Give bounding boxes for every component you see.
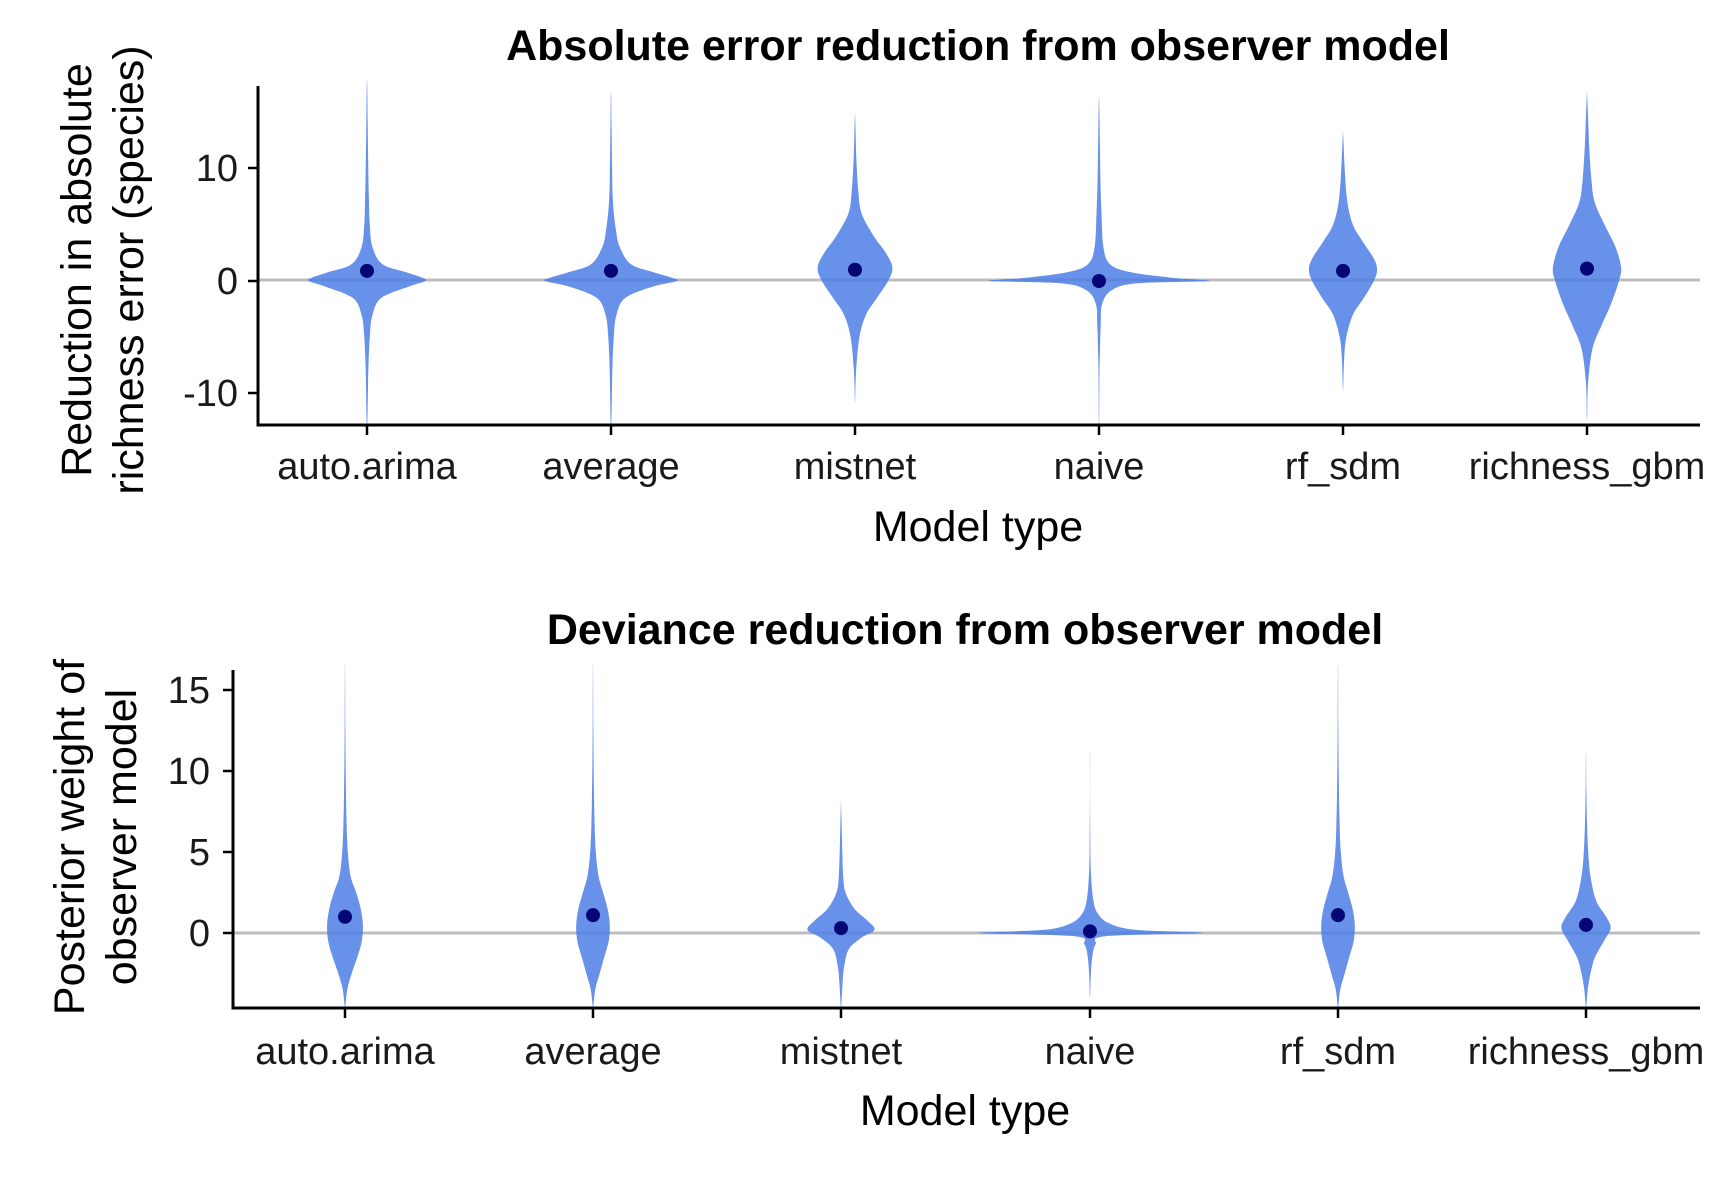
panel1-ytick-label: 10 bbox=[196, 148, 238, 190]
panel1-xtick-label: average bbox=[542, 446, 679, 488]
panel1-xtick-label: rf_sdm bbox=[1285, 446, 1401, 488]
panel1-xtick-label: richness_gbm bbox=[1469, 446, 1706, 488]
panel2-violin-naive bbox=[977, 748, 1203, 1001]
panel2-title: Deviance reduction from observer model bbox=[547, 606, 1383, 654]
panel2-xlabel: Model type bbox=[860, 1087, 1070, 1135]
panel1-mean-point-rf_sdm bbox=[1336, 263, 1350, 278]
panel-deviance: Deviance reduction from observer model P… bbox=[46, 606, 1704, 1135]
panel2-violin-average bbox=[576, 662, 610, 1010]
panel2-violin-auto.arima bbox=[327, 662, 363, 1010]
panel2-violin-richness_gbm bbox=[1561, 750, 1611, 1010]
panel1-violin-rf_sdm bbox=[1308, 130, 1378, 392]
panel2-mean-point-mistnet bbox=[834, 921, 848, 936]
panel1-xtick-label: naive bbox=[1054, 446, 1145, 488]
panel1-mean-point-auto.arima bbox=[360, 263, 374, 278]
panel2-ytick-label: 15 bbox=[168, 670, 210, 712]
panel2-xtick-label: rf_sdm bbox=[1280, 1031, 1396, 1073]
panel2-mean-point-naive bbox=[1083, 924, 1097, 939]
panel1-violin-auto.arima bbox=[307, 79, 427, 428]
panel1-ylabel-line2: richness error (species) bbox=[105, 45, 153, 494]
panel1-title: Absolute error reduction from observer m… bbox=[506, 22, 1450, 70]
panel1-violin-mistnet bbox=[817, 112, 893, 403]
panel2-xtick-label: average bbox=[524, 1031, 661, 1073]
panel2-xtick-label: naive bbox=[1045, 1031, 1136, 1073]
panel2-mean-point-rf_sdm bbox=[1331, 908, 1345, 923]
panel1-mean-point-naive bbox=[1092, 274, 1106, 288]
panel2-mean-point-auto.arima bbox=[338, 909, 352, 924]
panel2-xtick-label: mistnet bbox=[780, 1031, 903, 1073]
panel2-xtick-label: richness_gbm bbox=[1468, 1031, 1705, 1073]
panel2-ylabel-line2: observer model bbox=[98, 689, 146, 985]
panel2-violin-mistnet bbox=[807, 800, 875, 1011]
panel1-mean-point-average bbox=[604, 263, 618, 278]
panel2-mean-point-richness_gbm bbox=[1579, 917, 1593, 932]
panel1-ytick-label: 0 bbox=[217, 261, 238, 303]
panel2-ytick-label: 10 bbox=[168, 751, 210, 793]
panel1-xtick-label: auto.arima bbox=[277, 446, 457, 488]
panel2-violins bbox=[327, 662, 1611, 1011]
panel2-y-ticks: 15 10 5 0 bbox=[168, 670, 233, 955]
panel2-ytick-label: 5 bbox=[189, 832, 210, 874]
panel1-mean-point-richness_gbm bbox=[1580, 261, 1594, 276]
panel2-ytick-label: 0 bbox=[189, 913, 210, 955]
panel1-xlabel: Model type bbox=[873, 503, 1083, 551]
panel1-violin-naive bbox=[988, 95, 1210, 428]
panel1-x-ticks: auto.arima average mistnet naive rf_sdm … bbox=[277, 425, 1705, 488]
panel1-ylabel-line1: Reduction in absolute bbox=[53, 63, 101, 477]
panel2-xtick-label: auto.arima bbox=[255, 1031, 435, 1073]
panel1-violins bbox=[307, 79, 1622, 428]
panel1-xtick-label: mistnet bbox=[794, 446, 917, 488]
panel-absolute-error: Absolute error reduction from observer m… bbox=[53, 22, 1705, 551]
panel1-violin-richness_gbm bbox=[1552, 89, 1622, 421]
panel1-mean-point-mistnet bbox=[848, 262, 862, 277]
panel1-ytick-label: -10 bbox=[183, 373, 238, 415]
panel2-ylabel-line1: Posterior weight of bbox=[46, 658, 94, 1015]
panel1-violin-average bbox=[543, 91, 679, 428]
panel1-y-ticks: 10 0 -10 bbox=[183, 148, 258, 415]
panel2-x-ticks: auto.arima average mistnet naive rf_sdm … bbox=[255, 1008, 1704, 1073]
panel2-mean-point-average bbox=[586, 908, 600, 923]
panel2-violin-rf_sdm bbox=[1321, 662, 1355, 1010]
